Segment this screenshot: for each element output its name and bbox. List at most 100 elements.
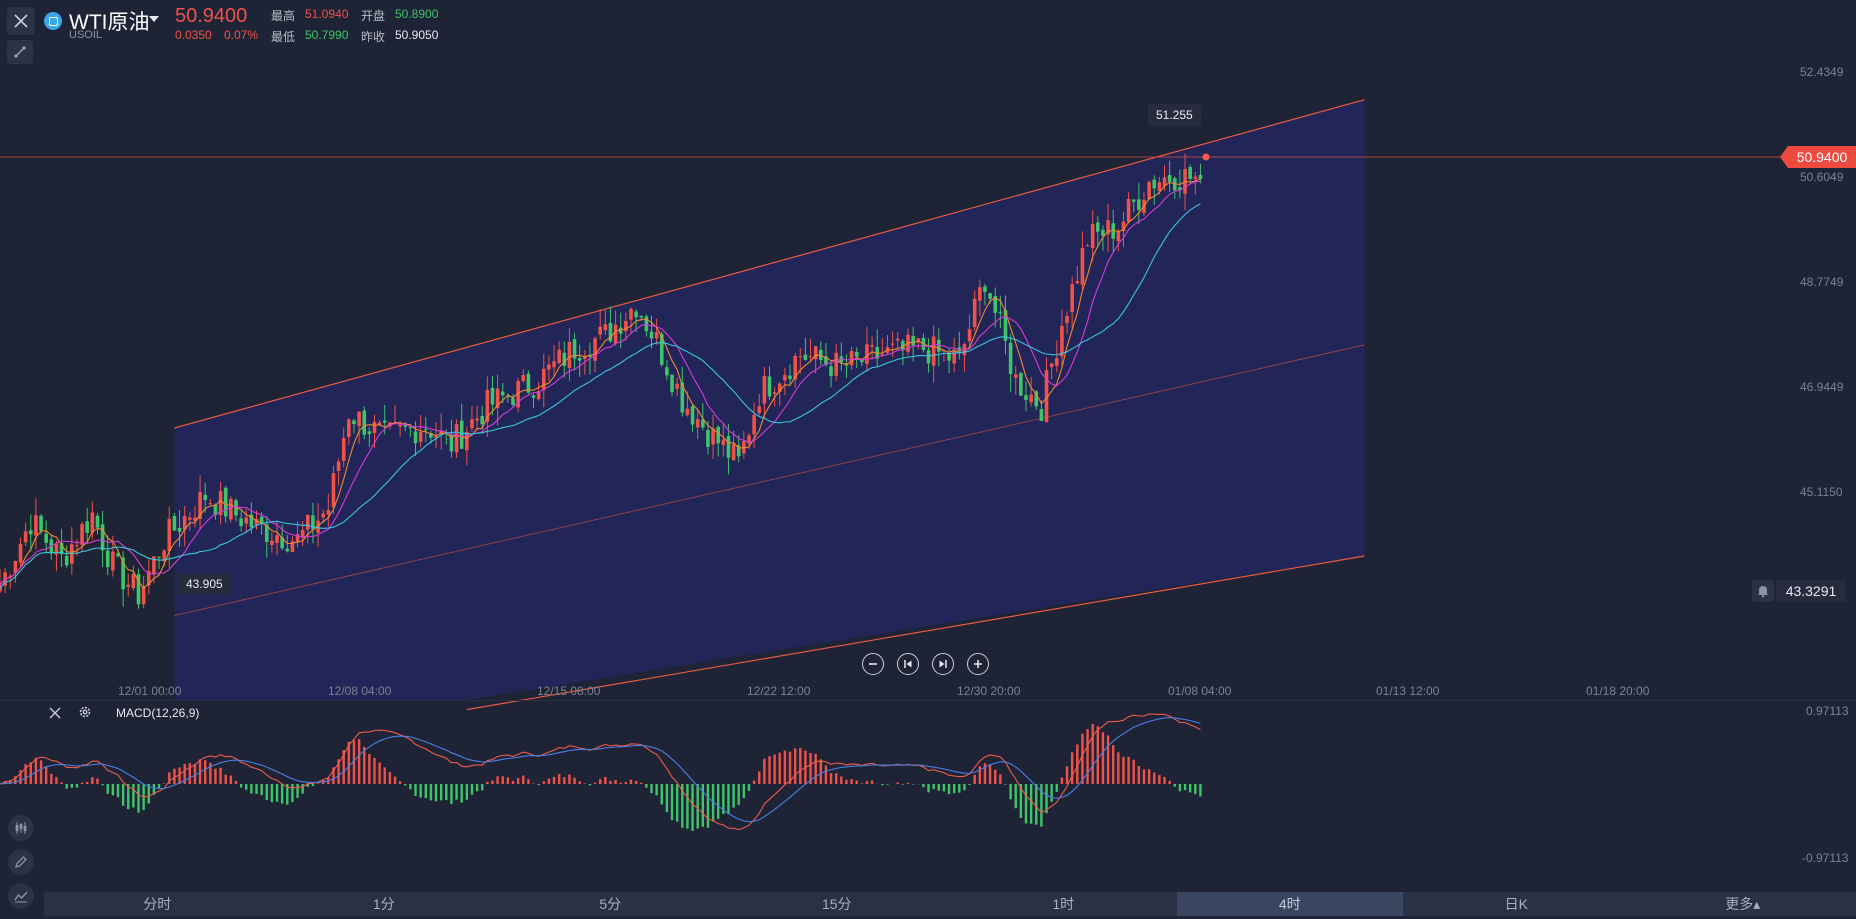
candle-body [480,416,485,425]
candle-body [644,316,649,332]
step-back-button[interactable] [897,653,919,675]
close-button[interactable] [7,7,35,35]
tab-timeframe-daily[interactable]: 日K [1504,896,1528,912]
candle-body [449,434,454,452]
candle-body [213,504,218,516]
candle-body [1060,325,1064,357]
candle-body [316,520,320,533]
candle-body [44,533,48,543]
candle-body [259,516,264,524]
candle-body [167,518,172,552]
candle-body [111,551,115,571]
candle-body [824,356,828,365]
tab-timeframe-tick[interactable]: 分时 [143,896,172,912]
chart-type-button[interactable] [8,815,34,841]
trendline-tool-button[interactable] [7,40,33,64]
candle-body [70,544,74,564]
candle-body [562,352,567,366]
candle-body [998,312,1003,314]
candle-body [808,356,813,358]
pane-divider[interactable] [0,700,1856,701]
candle-body [1024,395,1028,400]
caret-down-icon[interactable] [149,16,159,22]
time-axis-label: 12/01 00:00 [118,684,182,698]
candle-body [1008,342,1013,375]
candle-body [244,517,249,524]
tab-timeframe-15m[interactable]: 15分 [821,896,852,912]
ma-layer [0,178,1201,589]
candle-body [854,351,859,357]
current-price-tag: 50.9400 [1780,146,1856,168]
tab-timeframe-4h[interactable]: 4时 [1176,892,1403,916]
step-forward-button[interactable] [932,653,954,675]
candle-body [598,326,603,335]
candle-body [701,419,705,428]
macd-axis-bottom: -0.97113 [1802,851,1849,865]
candle-body [336,461,341,471]
candle-body [1065,315,1069,324]
macd-settings-button[interactable] [78,705,92,724]
candle-body [890,343,895,345]
step-back-icon [904,660,912,668]
time-axis-label: 01/13 12:00 [1376,684,1440,698]
candle-body [23,531,28,543]
time-axis-label: 12/30 20:00 [957,684,1021,698]
candlestick-icon [15,822,27,834]
candle-body [372,421,377,433]
candle-body [475,418,479,421]
candle-body [54,543,59,555]
candle-body [629,308,633,320]
zoom-out-button[interactable] [862,653,884,675]
candle-body [1106,220,1110,235]
candle-body [126,584,131,587]
candle-body [1167,175,1172,182]
tab-timeframe-5m[interactable]: 5分 [599,896,622,912]
pencil-icon [15,856,27,868]
tab-timeframe-1h[interactable]: 1时 [1052,896,1075,912]
candle-body [972,298,977,328]
candle-body [926,350,931,364]
quote-label-prev-close: 昨收 [361,30,386,44]
candle-body [793,355,797,380]
candle-body [829,366,833,377]
tab-timeframe-more[interactable]: 更多▴ [1725,896,1761,912]
symbol-name[interactable]: WTI原油 [69,11,150,34]
candle-body [485,389,490,422]
candle-body [777,383,782,392]
candle-body [34,515,38,536]
trendline-tool-icon [14,46,26,58]
close-icon [49,707,61,719]
candle-body [860,359,864,363]
price-alert-button[interactable] [1752,580,1774,602]
tab-timeframe-1m[interactable]: 1分 [372,896,395,912]
macd-close-button[interactable] [48,706,62,725]
candle-body [726,435,731,458]
candle-body [757,406,762,414]
candle-body [59,542,64,555]
indicator-button[interactable] [8,883,34,909]
price-axis-label: 52.4349 [1800,65,1844,79]
candle-body [983,286,987,292]
candle-body [634,311,638,318]
candle-body [403,424,408,427]
candle-body [1111,223,1116,239]
time-axis-label: 12/22 12:00 [747,684,811,698]
candle-body [849,350,854,366]
zoom-in-button[interactable] [967,653,989,675]
candle-body [711,428,715,445]
candle-body [382,420,387,423]
candle-body [177,527,182,532]
drawing-tool-button[interactable] [8,849,34,875]
candle-body [901,340,905,350]
time-axis-label: 12/08 04:00 [328,684,392,698]
candle-body [465,432,469,451]
price-change: 0.0350 [175,28,212,42]
candle-body [706,429,710,447]
candle-body [218,491,223,516]
candle-body [583,357,587,359]
candle-body [429,433,433,438]
candle-body [788,375,792,380]
candle-body [895,338,900,341]
candle-body [613,324,618,344]
